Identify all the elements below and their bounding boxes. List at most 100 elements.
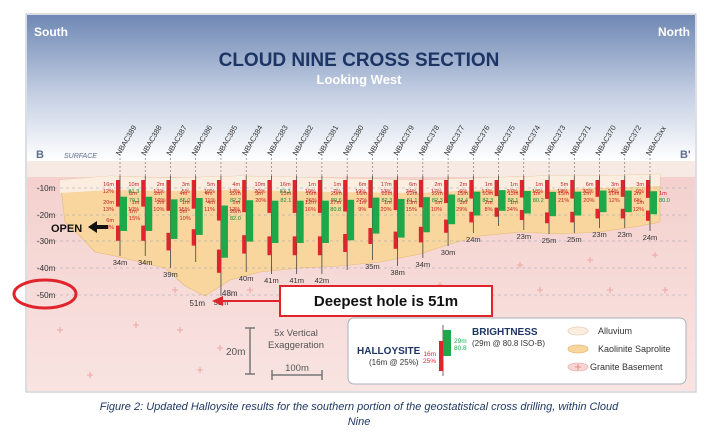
interval-label: 80.0 <box>659 198 670 204</box>
hole-depth-label: 34m <box>416 260 431 269</box>
section-b-label: B <box>36 149 44 161</box>
interval-label: 3m <box>179 209 187 215</box>
halloysite-interval <box>469 180 474 199</box>
depth-label: -20m <box>37 211 56 220</box>
sky-band <box>27 15 695 161</box>
exaggeration-line2: Exaggeration <box>268 340 324 351</box>
halloysite-interval <box>242 180 247 213</box>
interval-label: 2m <box>583 191 591 197</box>
brightness-interval <box>523 191 531 214</box>
interval-label: 6m <box>359 182 367 188</box>
interval-label: 12% <box>229 207 240 213</box>
interval-label: 15% <box>129 216 140 222</box>
halloysite-interval <box>166 232 171 251</box>
north-label: North <box>658 25 690 39</box>
interval-label: 20% <box>254 189 265 195</box>
interval-label: 19% <box>355 189 366 195</box>
legend-halloysite-v2: 25% <box>423 358 436 365</box>
hole-depth-label: 41m <box>289 276 304 285</box>
interval-label: 1m <box>510 200 518 206</box>
interval-label: 82.1 <box>280 198 291 204</box>
scale-bars: 20m 5x Vertical Exaggeration 100m <box>226 327 324 380</box>
halloysite-interval <box>570 180 575 199</box>
brightness-interval <box>650 191 657 215</box>
interval-label: 27% <box>507 189 518 195</box>
interval-label: 20% <box>380 207 391 213</box>
interval-label: 83.3 <box>280 189 291 195</box>
halloysite-interval <box>519 210 524 220</box>
halloysite-interval <box>317 236 322 256</box>
halloysite-interval <box>595 180 600 197</box>
interval-label: 17% <box>229 189 240 195</box>
interval-label: 1m <box>359 200 367 206</box>
interval-label: 13m <box>508 191 519 197</box>
surface-label: SURFACE <box>64 153 97 160</box>
depth-label: -50m <box>37 291 56 300</box>
halloysite-interval <box>368 228 373 244</box>
interval-label: 4m <box>207 200 215 206</box>
interval-label: 4m <box>179 191 187 197</box>
interval-label: 17m <box>381 182 392 188</box>
interval-label: 19% <box>204 189 215 195</box>
interval-label: 8m <box>129 191 137 197</box>
interval-label: 18% <box>557 189 568 195</box>
interval-label: 3m <box>182 182 190 188</box>
brightness-interval <box>120 196 127 231</box>
diagram-subtitle: Looking West <box>317 72 403 87</box>
interval-label: 24% <box>406 189 417 195</box>
figure-caption: Figure 2: Updated Halloysite results for… <box>0 400 718 430</box>
interval-label: 10m <box>609 191 620 197</box>
interval-label: 1m <box>232 200 240 206</box>
interval-label: 20m <box>103 200 114 206</box>
halloysite-interval <box>469 211 474 223</box>
hole-depth-label: 25m <box>567 235 582 244</box>
interval-label: 28m <box>230 209 241 215</box>
halloysite-interval <box>191 180 196 209</box>
interval-label: 12% <box>633 207 644 213</box>
interval-label: 16m <box>356 191 367 197</box>
legend-saprolite-swatch <box>567 344 589 354</box>
interval-label: 3m <box>460 200 468 206</box>
hole-depth-label: 35m <box>365 262 380 271</box>
brightness-interval <box>498 190 506 211</box>
halloysite-interval <box>444 219 449 233</box>
deepest-depth-label: 51m <box>189 299 205 308</box>
interval-label: 10m <box>482 191 493 197</box>
callout-text: Deepest hole is 51m <box>314 293 458 310</box>
halloysite-interval <box>368 180 373 208</box>
hole-depth-label: 25m <box>542 236 557 245</box>
halloysite-interval <box>494 207 499 217</box>
interval-label: 1m <box>636 200 644 206</box>
brightness-interval <box>422 197 430 233</box>
legend-alluvium-label: Alluvium <box>598 326 632 336</box>
interval-label: 3m <box>255 191 263 197</box>
halloysite-interval <box>216 249 221 273</box>
hole-depth-label: 30m <box>441 248 456 257</box>
legend-brightness-sub: (29m @ 80.8 ISO-B) <box>472 339 545 348</box>
interval-label: 2m <box>157 182 165 188</box>
interval-label: 16m <box>103 182 114 188</box>
interval-label: 15% <box>179 207 190 213</box>
interval-label: 3m <box>636 182 644 188</box>
deepest-hole-callout: Deepest hole is 51m 51m 48m <box>189 285 493 317</box>
interval-label: 4m <box>232 182 240 188</box>
interval-label: 29% <box>456 207 467 213</box>
interval-label: 82.3 <box>432 198 443 204</box>
interval-label: 6m <box>586 182 594 188</box>
brightness-interval <box>195 198 203 235</box>
interval-label: 20% <box>255 198 266 204</box>
interval-label: 2m <box>434 182 442 188</box>
interval-label: 1m <box>485 182 493 188</box>
brightness-interval <box>624 190 632 213</box>
interval-label: 1m <box>384 200 392 206</box>
interval-label: 12% <box>103 189 114 195</box>
diagram-title: CLOUD NINE CROSS SECTION <box>219 50 500 71</box>
interval-label: 22m <box>407 191 418 197</box>
interval-label: 15m <box>457 191 468 197</box>
interval-label: 1m <box>533 191 541 197</box>
halloysite-interval <box>519 180 524 198</box>
section-b-prime-label: B' <box>680 149 691 161</box>
interval-label: 82.2 <box>230 198 241 204</box>
interval-label: 9% <box>358 207 366 213</box>
interval-label: 12% <box>609 198 620 204</box>
